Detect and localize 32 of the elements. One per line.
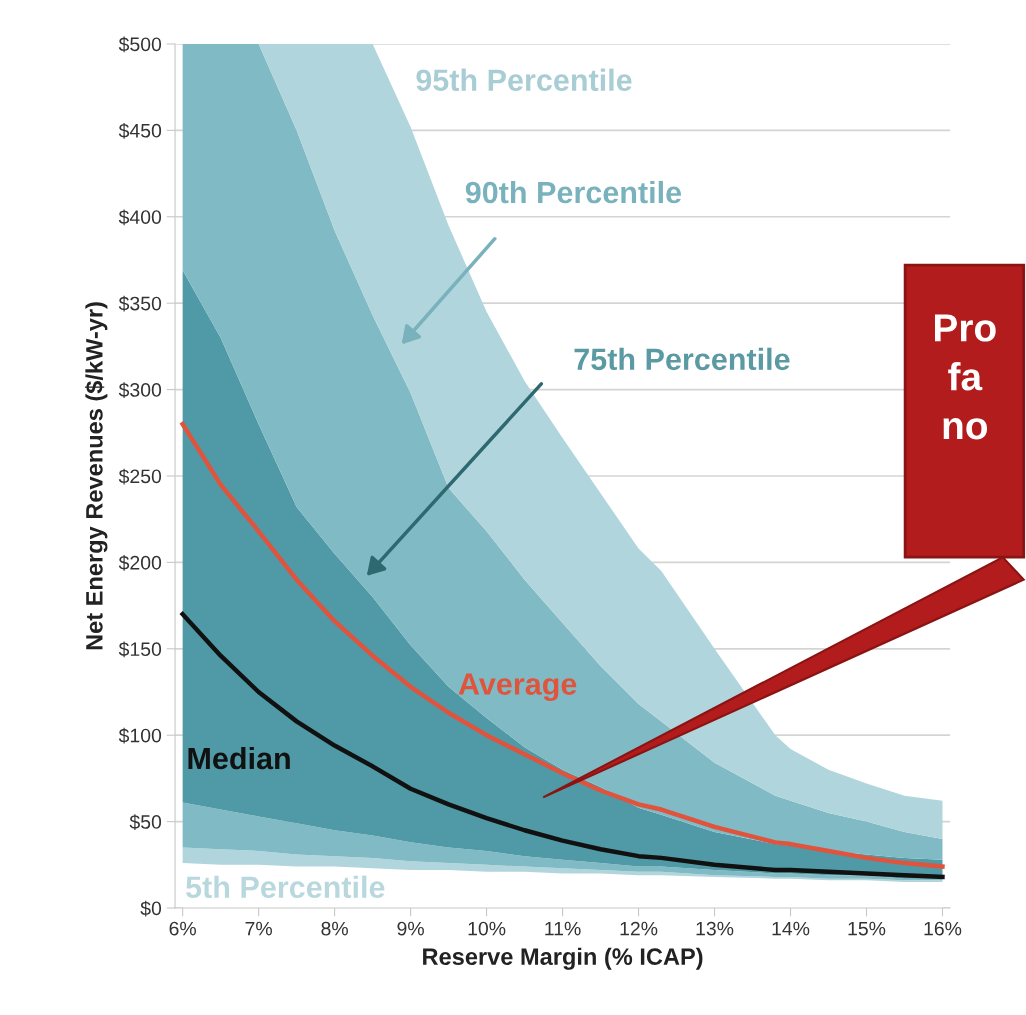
x-tick-label: 15% [848,921,886,936]
x-tick-label: 16% [924,921,962,936]
y-axis-title: Net Energy Revenues ($/kW-yr) [84,302,108,650]
annotation: 5th Percentile [186,875,385,899]
x-tick-label: 6% [169,921,196,936]
x-tick-label: 8% [321,921,348,936]
y-tick-label: $100 [118,727,162,744]
annotation: Pro fa no [934,314,996,440]
y-tick-label: $250 [118,468,162,485]
y-tick-label: $500 [118,36,162,53]
x-tick-label: 14% [772,921,810,936]
x-axis-title: Reserve Margin (% ICAP) [423,947,703,970]
y-tick-label: $50 [129,814,162,831]
y-tick-label: $350 [118,295,162,312]
y-tick-label: $400 [118,209,162,226]
annotation: Median [188,746,290,770]
y-tick-label: $300 [118,382,162,398]
x-tick-label: 9% [397,921,424,936]
line-series [180,421,945,869]
x-tick-label: 10% [468,921,506,936]
annotation: Average [458,673,577,702]
x-tick-label: 11% [545,921,581,936]
y-tick-label: $0 [140,900,162,917]
y-tick-label: $150 [118,641,162,658]
x-tick-label: 7% [245,921,272,936]
y-tick-label: $200 [118,555,162,571]
annotation: 95th Percentile [416,68,632,92]
x-tick-label: 12% [620,921,658,936]
y-tick-label: $450 [118,123,162,139]
annotation: 75th Percentile [574,347,790,371]
annotation: 90th Percentile [465,180,682,204]
x-tick-label: 13% [696,921,734,936]
